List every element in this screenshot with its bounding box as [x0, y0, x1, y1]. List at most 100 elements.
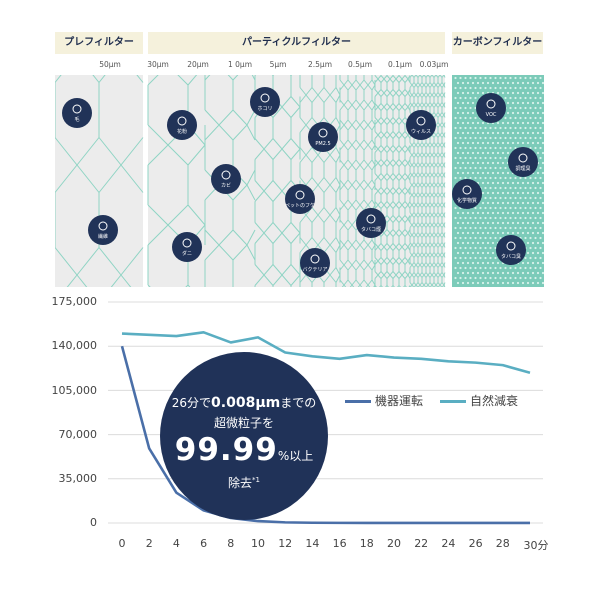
carbon-granule	[536, 151, 540, 155]
carbon-granule	[486, 191, 490, 195]
carbon-granule	[531, 91, 535, 95]
carbon-granule	[464, 156, 467, 160]
badge-label: VOC	[486, 112, 497, 118]
carbon-granule	[529, 186, 532, 190]
carbon-granule	[539, 116, 542, 120]
carbon-granule	[464, 276, 467, 280]
carbon-granule	[526, 111, 530, 115]
carbon-granule	[494, 156, 497, 160]
carbon-granule	[541, 81, 544, 85]
carbon-granule	[504, 86, 507, 90]
carbon-granule	[479, 216, 482, 220]
carbon-granule	[471, 101, 475, 105]
carbon-granule	[501, 121, 505, 125]
legend-label-natural: 自然減衰	[470, 394, 519, 408]
carbon-granule	[471, 121, 475, 125]
carbon-granule	[456, 251, 460, 255]
carbon-granule	[454, 76, 457, 80]
carbon-granule	[524, 196, 527, 200]
carbon-granule	[539, 226, 542, 230]
carbon-granule	[506, 91, 510, 95]
carbon-granule	[531, 131, 535, 135]
carbon-granule	[471, 81, 475, 85]
carbon-granule	[524, 216, 527, 220]
carbon-granule	[491, 231, 495, 235]
carbon-granule	[516, 181, 520, 185]
carbon-granule	[469, 156, 472, 160]
carbon-granule	[464, 146, 467, 150]
carbon-granule	[541, 161, 544, 165]
carbon-granule	[479, 86, 482, 90]
carbon-granule	[474, 246, 477, 250]
size-tick: 1 0μm	[227, 60, 253, 69]
x-tick-label: 12	[278, 537, 293, 550]
carbon-granule	[524, 276, 527, 280]
badge-label: タバコ臭	[501, 253, 521, 260]
carbon-granule	[491, 271, 495, 275]
carbon-granule	[486, 161, 490, 165]
carbon-granule	[491, 191, 495, 195]
carbon-granule	[494, 266, 497, 270]
carbon-granule	[511, 231, 515, 235]
carbon-granule	[511, 181, 515, 185]
x-tick-label: 24	[441, 537, 456, 550]
carbon-granule	[541, 191, 544, 195]
carbon-granule	[539, 126, 542, 130]
carbon-granule	[511, 191, 515, 195]
carbon-granule	[494, 146, 497, 150]
carbon-granule	[529, 196, 532, 200]
callout-line-4: 除去*1	[160, 474, 328, 491]
carbon-granule	[491, 261, 495, 265]
carbon-granule	[471, 231, 475, 235]
carbon-granule	[534, 186, 537, 190]
carbon-granule	[516, 211, 520, 215]
carbon-granule	[476, 161, 480, 165]
carbon-granule	[511, 201, 515, 205]
carbon-granule	[466, 281, 470, 285]
carbon-granule	[491, 141, 495, 145]
carbon-granule	[506, 171, 510, 175]
carbon-granule	[479, 166, 482, 170]
carbon-granule	[534, 126, 537, 130]
carbon-granule	[534, 216, 537, 220]
carbon-granule	[459, 156, 462, 160]
carbon-granule	[469, 176, 472, 180]
carbon-granule	[469, 216, 472, 220]
carbon-granule	[464, 256, 467, 260]
carbon-granule	[529, 76, 532, 80]
carbon-granule	[476, 281, 480, 285]
carbon-granule	[534, 106, 537, 110]
carbon-granule	[461, 271, 465, 275]
carbon-granule	[529, 276, 532, 280]
carbon-granule	[521, 211, 525, 215]
carbon-granule	[504, 136, 507, 140]
carbon-granule	[484, 236, 487, 240]
carbon-granule	[514, 136, 517, 140]
carbon-granule	[516, 101, 520, 105]
carbon-granule	[471, 271, 475, 275]
carbon-granule	[531, 111, 535, 115]
carbon-granule	[494, 86, 497, 90]
carbon-granule	[526, 241, 530, 245]
carbon-granule	[496, 271, 500, 275]
carbon-granule	[504, 116, 507, 120]
carbon-granule	[499, 236, 502, 240]
carbon-granule	[509, 206, 512, 210]
carbon-granule	[466, 141, 470, 145]
carbon-granule	[474, 86, 477, 90]
carbon-granule	[474, 76, 477, 80]
carbon-granule	[471, 111, 475, 115]
size-tick: 0.5μm	[347, 60, 373, 69]
carbon-granule	[541, 241, 544, 245]
badge-label: 毛	[74, 116, 79, 123]
carbon-granule	[496, 281, 500, 285]
carbon-granule	[481, 241, 485, 245]
carbon-granule	[481, 81, 485, 85]
carbon-granule	[466, 251, 470, 255]
x-tick-label: 16	[332, 537, 347, 550]
carbon-granule	[501, 281, 505, 285]
carbon-granule	[484, 196, 487, 200]
carbon-granule	[456, 281, 460, 285]
carbon-granule	[466, 261, 470, 265]
x-tick-label: 30分	[523, 539, 549, 552]
